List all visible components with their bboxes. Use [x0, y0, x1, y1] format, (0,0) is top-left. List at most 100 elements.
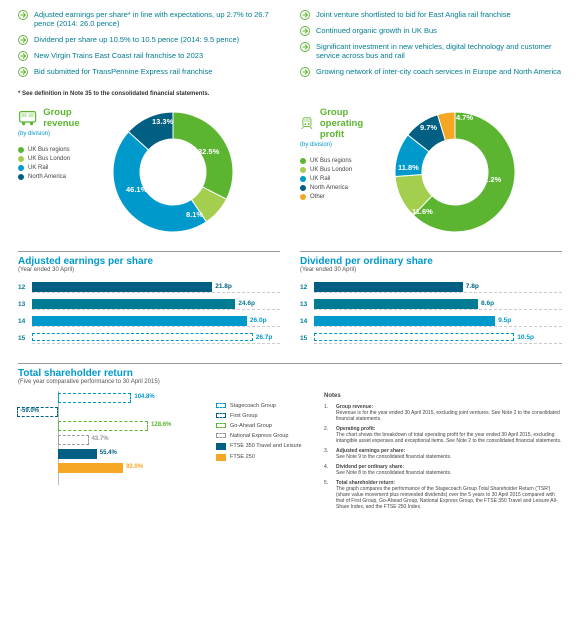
- pie-slice-label: 62.2%: [480, 175, 501, 184]
- tsr-block: Total shareholder return (Five year comp…: [18, 363, 562, 514]
- pie-title: Group revenue: [43, 107, 108, 129]
- bar-year: 12: [18, 284, 32, 291]
- tsr-value: 128.6%: [151, 422, 171, 428]
- notes-block: Notes1.Group revenue:Revenue is for the …: [324, 393, 562, 514]
- adjusted-eps-block: Adjusted earnings per share(Year ended 3…: [18, 251, 280, 349]
- pie-sub: (by division): [300, 142, 390, 148]
- donut-chart: 62.2% 11.6% 11.8% 9.7% 4.7%: [390, 107, 520, 237]
- legend-item: North America: [300, 185, 390, 191]
- bar-row: 15 10.5p: [300, 332, 562, 346]
- pie-slice-label: 32.5%: [198, 147, 219, 156]
- bullet-item: New Virgin Trains East Coast rail franch…: [18, 51, 280, 61]
- tsr-bar: [58, 435, 89, 445]
- bar-row: 127.8p: [300, 281, 562, 295]
- tsr-value: 43.7%: [92, 436, 109, 442]
- group-revenue-block: Group revenue (by division) UK Bus regions…: [18, 107, 280, 237]
- pie-slice-label: 11.8%: [398, 163, 419, 172]
- group-operating-profit-block: Group operating profit (by division) UK Bu…: [300, 107, 562, 237]
- tsr-title: Total shareholder return: [18, 368, 562, 379]
- bar-row: 13 8.6p: [300, 298, 562, 312]
- pie-slice-label: 8.1%: [186, 210, 203, 219]
- bar-row: 14 9.5p: [300, 315, 562, 329]
- legend-item: UK Bus regions: [18, 147, 108, 153]
- tsr-chart: 104.8% -59.0% 128.6% 43.7% 55.4% 93.0%: [18, 393, 208, 514]
- bar-year: 14: [18, 318, 32, 325]
- tsr-value: 55.4%: [100, 450, 117, 456]
- donut-chart: 32.5% 8.1% 46.1% 13.3%: [108, 107, 238, 237]
- bullets-left-col: Adjusted earnings per share* in line wit…: [18, 10, 280, 83]
- tsr-legend-item: First Group: [216, 413, 316, 419]
- highlights-bullets: Adjusted earnings per share* in line wit…: [18, 10, 562, 83]
- bar-row: 13 24.6p: [18, 298, 280, 312]
- pie-slice-label: 46.1%: [126, 185, 147, 194]
- bars-title: Dividend per ordinary share: [300, 251, 562, 267]
- bars-sub: (Year ended 30 April): [300, 267, 562, 273]
- tsr-value: -59.0%: [20, 408, 39, 414]
- legend-item: UK Bus regions: [300, 158, 390, 164]
- bullet-text: Dividend per share up 10.5% to 10.5 penc…: [34, 35, 239, 45]
- bar-row: 1221.8p: [18, 281, 280, 295]
- tsr-legend-item: Stagecoach Group: [216, 403, 316, 409]
- bar-year: 13: [300, 301, 314, 308]
- bullet-item: Significant investment in new vehicles, …: [300, 42, 562, 61]
- tsr-value: 93.0%: [126, 464, 143, 470]
- note-item: 1.Group revenue:Revenue is for the year …: [324, 404, 562, 422]
- bullet-item: Growing network of inter-city coach serv…: [300, 67, 562, 77]
- legend-item: North America: [18, 174, 108, 180]
- bullet-item: Joint venture shortlisted to bid for Eas…: [300, 10, 562, 20]
- bullet-text: Bid submitted for TransPennine Express r…: [34, 67, 212, 77]
- bullet-text: New Virgin Trains East Coast rail franch…: [34, 51, 203, 61]
- tsr-sub: (Five year comparative performance to 30…: [18, 379, 562, 385]
- tsr-bar: [58, 421, 148, 431]
- bar-value: 24.6p: [238, 300, 255, 307]
- pie-slice-label: 13.3%: [152, 117, 173, 126]
- pie-charts-row: Group revenue (by division) UK Bus regions…: [18, 107, 562, 237]
- tsr-bar: [58, 463, 123, 473]
- tsr-legend-item: Go-Ahead Group: [216, 423, 316, 429]
- bar-value: 8.6p: [481, 300, 494, 307]
- bar-year: 13: [18, 301, 32, 308]
- pie-slice-label: 9.7%: [420, 123, 437, 132]
- footnote: * See definition in Note 35 to the conso…: [18, 91, 562, 97]
- tsr-bar: [58, 449, 97, 459]
- bullets-right-col: Joint venture shortlisted to bid for Eas…: [300, 10, 562, 83]
- pie-sub: (by division): [18, 131, 108, 137]
- bullet-item: Dividend per share up 10.5% to 10.5 penc…: [18, 35, 280, 45]
- bar-charts-row: Adjusted earnings per share(Year ended 3…: [18, 251, 562, 349]
- legend-item: UK Bus London: [18, 156, 108, 162]
- legend-item: UK Rail: [300, 176, 390, 182]
- bullet-item: Adjusted earnings per share* in line wit…: [18, 10, 280, 29]
- note-item: 3.Adjusted earnings per share:See Note 9…: [324, 448, 562, 460]
- bars-sub: (Year ended 30 April): [18, 267, 280, 273]
- bar-row: 15 26.7p: [18, 332, 280, 346]
- bar-value: 10.5p: [517, 334, 534, 341]
- tsr-legend-item: FTSE 250: [216, 454, 316, 461]
- bar-year: 14: [300, 318, 314, 325]
- tsr-bar: [58, 393, 131, 403]
- bar-value: 9.5p: [498, 317, 511, 324]
- pie-title: Group operating profit: [320, 107, 390, 140]
- bar-row: 1426.0p: [18, 315, 280, 329]
- bullet-item: Continued organic growth in UK Bus: [300, 26, 562, 36]
- tsr-legend: Stagecoach Group First Group Go-Ahead Grou…: [216, 393, 316, 514]
- dividend-block: Dividend per ordinary share(Year ended 3…: [300, 251, 562, 349]
- bullet-text: Continued organic growth in UK Bus: [316, 26, 437, 36]
- bar-year: 12: [300, 284, 314, 291]
- bullet-item: Bid submitted for TransPennine Express r…: [18, 67, 280, 77]
- bullet-text: Joint venture shortlisted to bid for Eas…: [316, 10, 511, 20]
- tsr-value: 104.8%: [134, 394, 154, 400]
- note-item: 2.Operating profit:The chart shows the b…: [324, 426, 562, 444]
- bullet-text: Adjusted earnings per share* in line wit…: [34, 10, 280, 29]
- pie-slice-label: 11.6%: [412, 207, 433, 216]
- legend-item: UK Rail: [18, 165, 108, 171]
- bar-year: 15: [18, 335, 32, 342]
- note-item: 5.Total shareholder return:The graph com…: [324, 480, 562, 510]
- bar-value: 26.7p: [256, 334, 273, 341]
- legend-item: UK Bus London: [300, 167, 390, 173]
- note-item: 4.Dividend per ordinary share:See Note 8…: [324, 464, 562, 476]
- bullet-text: Growing network of inter-city coach serv…: [316, 67, 561, 77]
- bars-title: Adjusted earnings per share: [18, 251, 280, 267]
- pie-slice-label: 4.7%: [456, 113, 473, 122]
- bar-year: 15: [300, 335, 314, 342]
- tsr-legend-item: National Express Group: [216, 433, 316, 439]
